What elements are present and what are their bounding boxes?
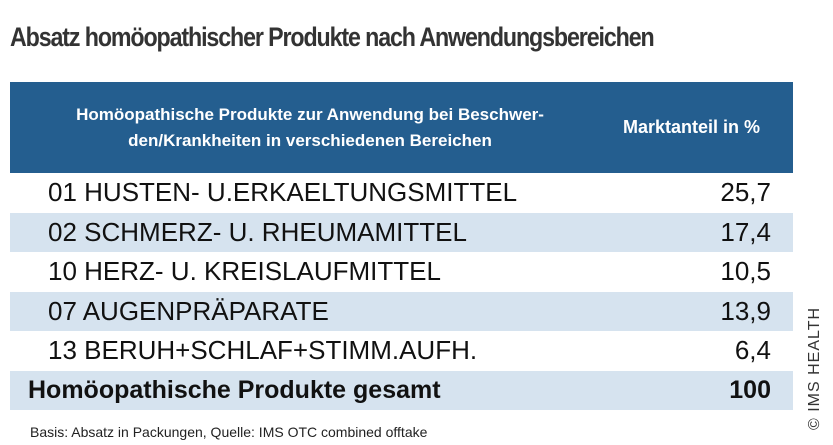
row-value: 6,4 [734,335,771,366]
footnote: Basis: Absatz in Packungen, Quelle: IMS … [30,424,428,440]
row-value: 17,4 [720,216,771,247]
row-value: 13,9 [720,295,771,326]
total-value: 100 [729,375,771,404]
total-row: Homöopathische Produkte gesamt 100 [10,370,793,410]
table-row: 13 BERUH+SCHLAF+STIMM.AUFH. 6,4 [10,331,793,371]
column-header-category: Homöopathische Produkte zur Anwendung be… [76,104,544,150]
table-row: 01 HUSTEN- U.ERKAELTUNGSMITTEL 25,7 [10,173,793,213]
table-row: 07 AUGENPRÄPARATE 13,9 [10,291,793,331]
row-label: 07 AUGENPRÄPARATE [48,295,329,326]
row-label: 10 HERZ- U. KREISLAUFMITTEL [48,256,441,287]
page-title: Absatz homöopathischer Produkte nach Anw… [10,22,655,52]
row-label: 01 HUSTEN- U.ERKAELTUNGSMITTEL [48,177,518,208]
table-body: 01 HUSTEN- U.ERKAELTUNGSMITTEL 25,7 02 SC… [10,173,793,410]
row-label: 02 SCHMERZ- U. RHEUMAMITTEL [48,216,467,247]
table-header: Homöopathische Produkte zur Anwendung be… [10,82,793,173]
row-value: 10,5 [720,256,771,287]
table-row: 10 HERZ- U. KREISLAUFMITTEL 10,5 [10,252,793,292]
copyright: © IMS HEALTH [806,306,823,430]
table-row: 02 SCHMERZ- U. RHEUMAMITTEL 17,4 [10,212,793,252]
total-label: Homöopathische Produkte gesamt [28,375,441,404]
row-label: 13 BERUH+SCHLAF+STIMM.AUFH. [48,335,478,366]
column-header-share: Marktanteil in % [622,117,761,137]
row-value: 25,7 [720,177,771,208]
